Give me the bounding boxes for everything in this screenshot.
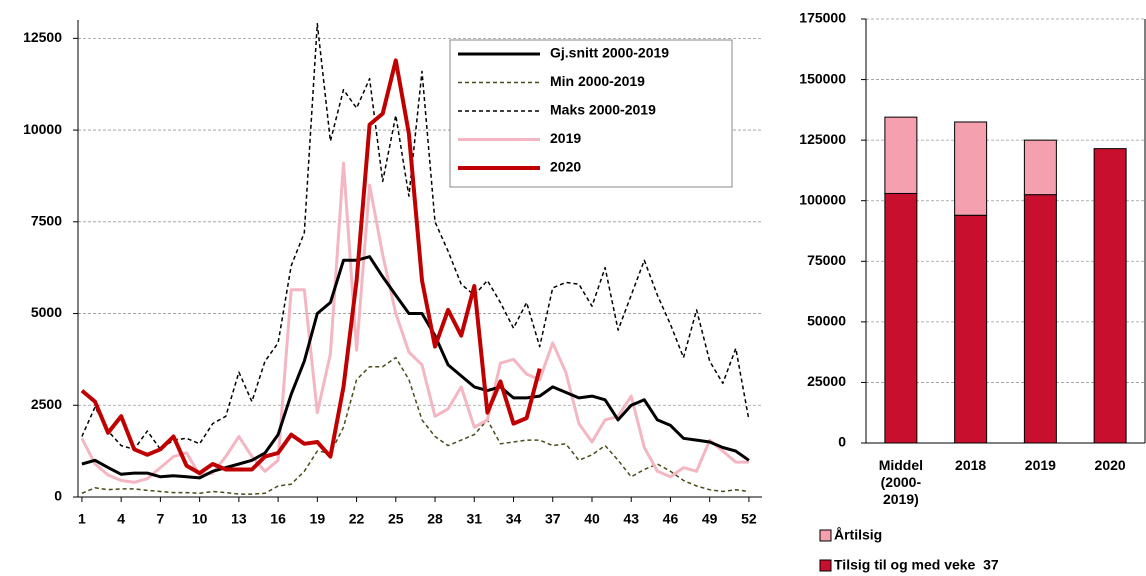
y-tick-label: 5000 [31,304,62,320]
x-tick-label: 2019 [1024,457,1056,473]
series-line [81,22,750,451]
x-tick-label: 31 [466,511,482,527]
x-tick-label: 22 [349,511,365,527]
bar-segment [1023,139,1057,196]
legend-box [449,39,733,188]
series-line [80,58,542,476]
y-tick-label: 125000 [799,131,846,147]
x-tick-label: 28 [427,511,443,527]
x-tick-label: 19 [310,511,326,527]
x-tick-label: 25 [388,511,404,527]
x-tick-label: 40 [584,511,600,527]
y-tick-label: 50000 [807,313,846,329]
x-tick-label: 34 [506,511,522,527]
series-line [80,161,749,484]
x-tick-label: 16 [270,511,286,527]
bar-segment [954,214,988,444]
y-tick-label: 100000 [799,191,846,207]
y-tick-label: 0 [838,434,846,450]
y-tick-label: 7500 [31,213,62,229]
x-tick-label: 7 [156,511,164,527]
legend-label: Tilsig til og med veke 37 [834,557,999,573]
y-tick-label: 10000 [23,121,62,137]
bar-segment [884,192,918,444]
series-line [81,356,750,495]
x-tick-label: 46 [663,511,679,527]
legend-label: Gj.snitt 2000-2019 [550,45,669,61]
x-tick-label: 2018 [955,457,987,473]
y-tick-label: 150000 [799,70,846,86]
legend-label: Årtilsig [834,527,882,543]
y-tick-label: 0 [54,488,62,504]
x-tick-label: 10 [192,511,208,527]
y-tick-label: 75000 [807,252,846,268]
legend-swatch [819,529,832,542]
y-tick-label: 2500 [31,396,62,412]
x-tick-label: Middel (2000-2019) [878,457,924,507]
legend-swatch [819,559,832,572]
x-tick-label: 49 [702,511,718,527]
x-tick-label: 43 [623,511,639,527]
legend-label: Min 2000-2019 [550,73,645,89]
x-tick-label: 4 [117,511,125,527]
x-tick-label: 52 [741,511,757,527]
series-line [81,255,750,480]
x-tick-label: 2020 [1094,457,1126,473]
legend-label: 2020 [550,159,581,175]
y-tick-label: 175000 [799,10,846,26]
x-tick-label: 37 [545,511,561,527]
x-tick-label: 1 [78,511,86,527]
bar-segment [954,121,988,216]
bar-segment [1023,194,1057,444]
x-tick-label: 13 [231,511,247,527]
y-tick-label: 25000 [807,373,846,389]
legend-label: 2019 [550,130,581,146]
bar-segment [1093,148,1127,444]
y-tick-label: 12500 [23,29,62,45]
legend-label: Maks 2000-2019 [550,102,656,118]
bar-segment [884,116,918,194]
